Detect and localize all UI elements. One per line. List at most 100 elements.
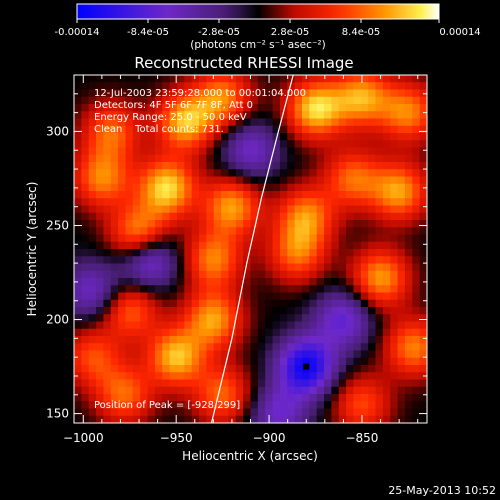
heatmap-cell	[184, 307, 193, 315]
heatmap-cell	[125, 401, 134, 410]
heatmap-cell	[338, 285, 347, 294]
heatmap-cell	[184, 89, 193, 98]
heatmap-cell	[316, 140, 325, 149]
heatmap-cell	[103, 198, 112, 207]
heatmap-cell	[221, 191, 230, 199]
heatmap-cell	[250, 191, 259, 199]
heatmap-cell	[176, 386, 185, 395]
heatmap-cell	[132, 314, 141, 323]
heatmap-cell	[265, 278, 274, 286]
annotation-energy-range: Energy Range: 25.0 - 50.0 keV	[94, 112, 247, 123]
heatmap-cell	[132, 292, 141, 301]
heatmap-cell	[316, 270, 325, 279]
heatmap-cell	[88, 234, 97, 243]
heatmap-cell	[272, 241, 281, 250]
heatmap-cell	[368, 125, 377, 134]
heatmap-cell	[404, 227, 413, 236]
heatmap-cell	[294, 118, 303, 127]
heatmap-cell	[368, 256, 377, 265]
heatmap-cell	[243, 191, 252, 199]
heatmap-cell	[96, 220, 105, 228]
heatmap-cell	[257, 89, 266, 98]
heatmap-cell	[199, 104, 207, 112]
heatmap-cell	[294, 343, 303, 352]
heatmap-cell	[257, 285, 266, 294]
heatmap-cell	[257, 415, 266, 423]
heatmap-cell	[88, 183, 97, 192]
heatmap-cell	[404, 89, 413, 98]
heatmap-cell	[206, 111, 215, 120]
heatmap-cell	[154, 394, 163, 402]
heatmap-cell	[250, 212, 259, 221]
heatmap-cell	[162, 234, 171, 243]
heatmap-cell	[375, 191, 384, 199]
heatmap-cell	[96, 314, 105, 323]
heatmap-cell	[221, 111, 230, 120]
heatmap-cell	[301, 401, 310, 410]
heatmap-cell	[360, 176, 369, 185]
heatmap-cell	[294, 205, 303, 214]
heatmap-cell	[412, 125, 421, 134]
heatmap-cell	[154, 96, 163, 105]
heatmap-cell	[360, 104, 369, 112]
heatmap-cell	[324, 125, 332, 134]
heatmap-cell	[397, 394, 406, 402]
heatmap-cell	[169, 379, 178, 388]
heatmap-cell	[287, 176, 296, 185]
heatmap-cell	[96, 365, 105, 373]
heatmap-cell	[309, 212, 318, 221]
heatmap-cell	[301, 140, 310, 149]
heatmap-cell	[404, 140, 413, 149]
heatmap-cell	[228, 234, 237, 243]
heatmap-cell	[125, 205, 134, 214]
heatmap-cell	[353, 154, 362, 163]
heatmap-cell	[118, 227, 127, 236]
heatmap-cell	[184, 205, 193, 214]
heatmap-cell	[110, 183, 119, 192]
heatmap-cell	[235, 394, 244, 402]
heatmap-cell	[96, 357, 105, 366]
heatmap-cell	[272, 234, 281, 243]
heatmap-cell	[419, 415, 427, 423]
heatmap-cell	[368, 292, 377, 301]
heatmap-cell	[404, 176, 413, 185]
heatmap-cell	[257, 408, 266, 417]
heatmap-cell	[176, 147, 185, 156]
heatmap-cell	[360, 415, 369, 423]
heatmap-cell	[257, 357, 266, 366]
heatmap-cell	[147, 379, 156, 388]
heatmap-cell	[360, 96, 369, 105]
heatmap-cell	[368, 241, 377, 250]
heatmap-cell	[250, 408, 259, 417]
heatmap-cell	[368, 314, 377, 323]
heatmap-cell	[390, 321, 399, 330]
heatmap-cell	[103, 162, 112, 170]
heatmap-cell	[346, 176, 355, 185]
heatmap-cell	[228, 133, 237, 141]
heatmap-cell	[338, 125, 347, 134]
heatmap-cell	[324, 96, 332, 105]
heatmap-cell	[287, 394, 296, 402]
heatmap-cell	[206, 321, 215, 330]
heatmap-cell	[250, 343, 259, 352]
heatmap-cell	[147, 307, 156, 315]
heatmap-cell	[390, 234, 399, 243]
heatmap-cell	[331, 365, 340, 373]
heatmap-cell	[287, 82, 296, 91]
heatmap-cell	[316, 220, 325, 228]
heatmap-cell	[404, 379, 413, 388]
heatmap-cell	[287, 154, 296, 163]
heatmap-cell	[228, 386, 237, 395]
heatmap-cell	[353, 205, 362, 214]
heatmap-cell	[368, 401, 377, 410]
heatmap-cell	[412, 169, 421, 178]
heatmap-cell	[382, 328, 391, 337]
heatmap-cell	[243, 328, 252, 337]
heatmap-cell	[147, 104, 156, 112]
heatmap-cell	[162, 212, 171, 221]
heatmap-cell	[250, 394, 259, 402]
heatmap-cell	[404, 328, 413, 337]
heatmap-cell	[228, 336, 237, 344]
heatmap-cell	[250, 154, 259, 163]
heatmap-cell	[176, 169, 185, 178]
